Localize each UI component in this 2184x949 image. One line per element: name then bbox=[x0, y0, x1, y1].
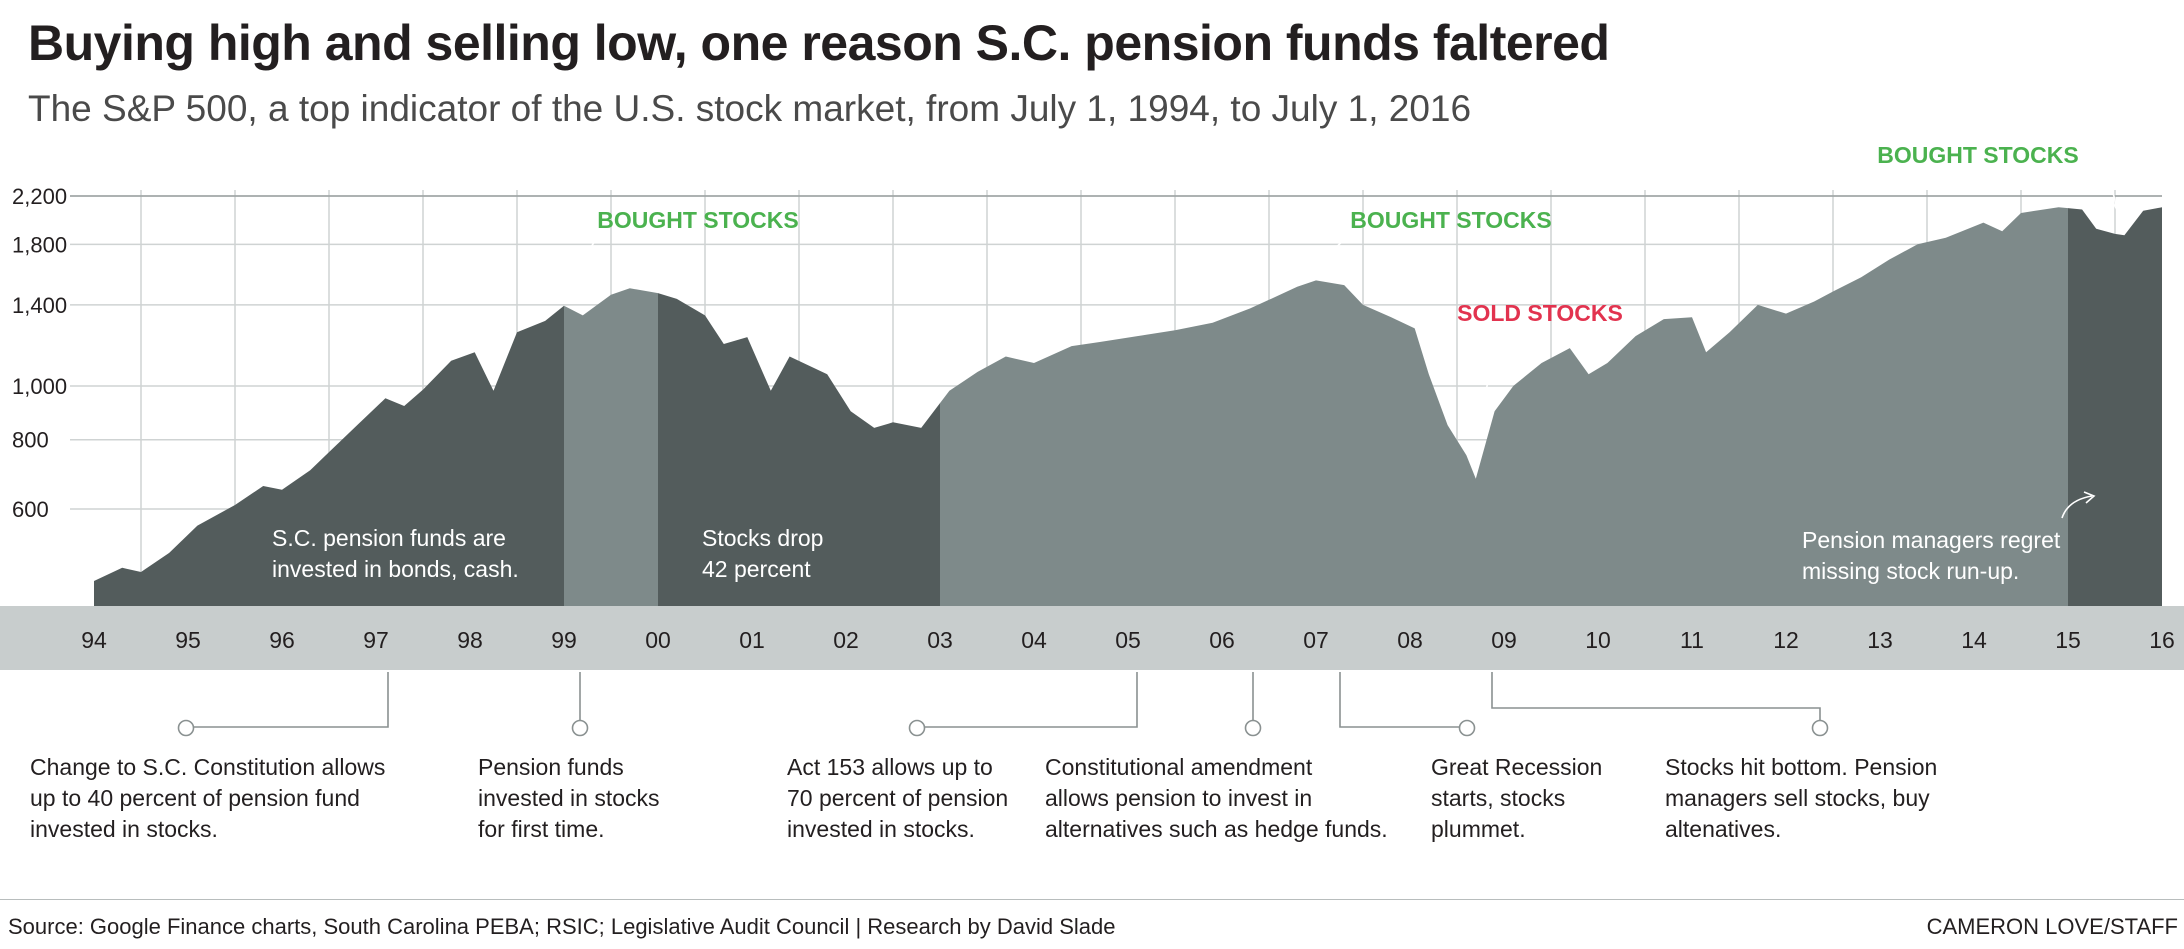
y-tick-label: 1,400 bbox=[12, 293, 67, 318]
bought-stocks-label: BOUGHT STOCKS bbox=[1350, 207, 1551, 233]
connector-line bbox=[1339, 672, 1460, 728]
year-label: 97 bbox=[363, 627, 389, 653]
timeline-note: Great Recession starts, stocks plummet. bbox=[1431, 754, 1603, 842]
footer-divider bbox=[0, 899, 2184, 900]
chart-subtitle: The S&P 500, a top indicator of the U.S.… bbox=[28, 88, 1472, 129]
regret-arrow bbox=[2061, 495, 2093, 519]
in-chart-note: invested in bonds, cash. bbox=[272, 556, 519, 582]
arrow-head bbox=[1318, 268, 1330, 280]
year-label: 99 bbox=[551, 627, 577, 653]
arrow-head bbox=[1476, 422, 1488, 434]
connector-dot bbox=[908, 719, 926, 737]
year-label: 06 bbox=[1209, 627, 1235, 653]
artist-credit: CAMERON LOVE/STAFF bbox=[1926, 914, 2178, 939]
year-label: 04 bbox=[1021, 627, 1047, 653]
arrow-head bbox=[2083, 491, 2096, 504]
area-layer bbox=[94, 207, 2162, 606]
year-label: 02 bbox=[833, 627, 859, 653]
year-label: 94 bbox=[81, 627, 107, 653]
y-tick-label: 1,800 bbox=[12, 232, 67, 257]
year-label: 00 bbox=[645, 627, 671, 653]
timeline-note: Stocks hit bottom. Pension managers sell… bbox=[1665, 754, 1938, 842]
year-label: 07 bbox=[1303, 627, 1329, 653]
in-chart-note: Pension managers regret bbox=[1802, 527, 2061, 553]
annotation-arrow bbox=[1481, 329, 1513, 431]
timeline-note: Constitutional amendment allows pension … bbox=[1045, 754, 1388, 842]
chart-title: Buying high and selling low, one reason … bbox=[28, 15, 1610, 71]
arrow-head bbox=[2110, 198, 2122, 210]
year-label: 15 bbox=[2055, 627, 2081, 653]
connector-dot bbox=[1811, 719, 1829, 737]
year-label: 12 bbox=[1773, 627, 1799, 653]
sp500-area-dark bbox=[2068, 207, 2162, 606]
year-label: 01 bbox=[739, 627, 765, 653]
timeline-note: Pension funds invested in stocks for fir… bbox=[478, 754, 660, 842]
x-axis-years: 94 95 96 97 98 99 00 01 02 03 04 05 06 07 08 09 10 11 12 13… bbox=[81, 627, 2175, 653]
year-label: 08 bbox=[1397, 627, 1423, 653]
sold-stocks-label: SOLD STOCKS bbox=[1457, 300, 1623, 326]
year-label: 11 bbox=[1680, 627, 1704, 653]
connector-line bbox=[186, 672, 389, 728]
year-label: 13 bbox=[1867, 627, 1893, 653]
sp500-area-dark bbox=[658, 293, 940, 606]
year-label: 14 bbox=[1961, 627, 1987, 653]
year-label: 03 bbox=[927, 627, 953, 653]
bought-stocks-label: BOUGHT STOCKS bbox=[1877, 142, 2078, 168]
year-label: 98 bbox=[457, 627, 483, 653]
year-label: 16 bbox=[2149, 627, 2175, 653]
y-axis: 600 800 1,000 1,400 1,800 2,200 bbox=[12, 184, 67, 522]
arrow-head bbox=[574, 292, 586, 304]
timeline-note: Act 153 allows up to 70 percent of pensi… bbox=[787, 754, 1009, 842]
connector-dot bbox=[177, 719, 195, 737]
annotation-layer: BOUGHT STOCKS BOUGHT STOCKS SOLD STOCKS BOU… bbox=[272, 142, 2122, 584]
annotation-arrow bbox=[2093, 171, 2117, 207]
connector-line bbox=[917, 672, 1138, 728]
bought-stocks-label: BOUGHT STOCKS bbox=[597, 207, 798, 233]
year-band bbox=[0, 606, 2184, 670]
year-band-layer bbox=[0, 606, 2184, 670]
in-chart-note: 42 percent bbox=[702, 556, 811, 582]
year-label: 05 bbox=[1115, 627, 1141, 653]
connector-dot bbox=[571, 719, 589, 737]
year-label: 09 bbox=[1491, 627, 1517, 653]
in-chart-note: S.C. pension funds are bbox=[272, 525, 506, 551]
y-tick-label: 600 bbox=[12, 497, 49, 522]
timeline-connectors bbox=[177, 672, 1829, 737]
sp500-area-dark bbox=[94, 305, 564, 606]
sp500-area-light bbox=[940, 207, 2068, 606]
year-label: 96 bbox=[269, 627, 295, 653]
in-chart-note: Stocks drop bbox=[702, 525, 823, 551]
year-label: 10 bbox=[1585, 627, 1611, 653]
in-chart-note: missing stock run-up. bbox=[1802, 558, 2019, 584]
sp500-area-light bbox=[564, 288, 658, 606]
connector-line bbox=[1491, 672, 1821, 721]
annotation-arrow bbox=[1323, 234, 1353, 277]
y-tick-label: 2,200 bbox=[12, 184, 67, 209]
y-tick-label: 1,000 bbox=[12, 374, 67, 399]
y-tick-label: 800 bbox=[12, 428, 49, 453]
source-credit: Source: Google Finance charts, South Car… bbox=[8, 914, 1116, 939]
connector-dot bbox=[1244, 719, 1262, 737]
year-label: 95 bbox=[175, 627, 201, 653]
timeline-note: Change to S.C. Constitution allows up to… bbox=[30, 754, 386, 842]
annotation-arrow bbox=[579, 234, 603, 301]
connector-dot bbox=[1458, 719, 1476, 737]
